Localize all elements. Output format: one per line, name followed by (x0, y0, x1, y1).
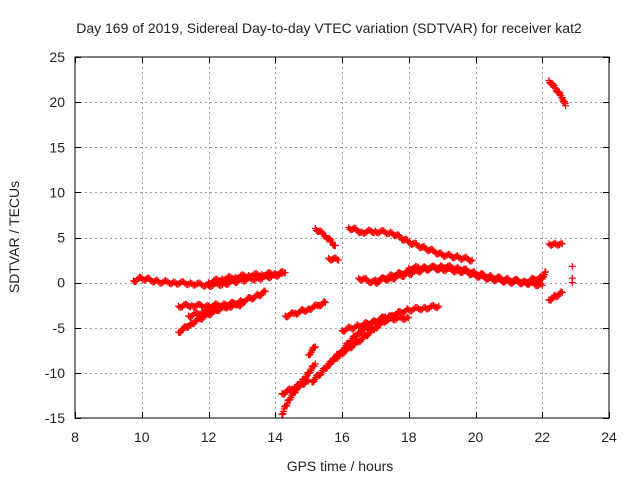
data-point (562, 102, 570, 110)
y-tick-label: 15 (49, 139, 65, 155)
data-point (237, 302, 245, 310)
data-point (177, 328, 185, 336)
data-point (433, 304, 441, 312)
data-point (260, 287, 268, 295)
data-point (549, 80, 557, 88)
data-point (557, 239, 565, 247)
data-point (320, 297, 328, 305)
series-track-11 (325, 302, 443, 368)
data-point (304, 376, 312, 384)
x-axis-label: GPS time / hours (287, 458, 394, 474)
data-point (321, 298, 329, 306)
data-point (310, 344, 318, 352)
data-point (334, 354, 342, 362)
data-point (558, 289, 566, 297)
y-tick-label: 20 (49, 94, 65, 110)
series-track-7 (278, 360, 319, 418)
series-track-15 (345, 224, 476, 265)
y-tick-label: -10 (45, 365, 65, 381)
data-point (311, 360, 319, 368)
series-track-19 (545, 76, 570, 110)
x-tick-label: 8 (71, 429, 79, 445)
data-point (435, 302, 443, 310)
y-tick-label: 0 (57, 275, 65, 291)
series-track-13 (311, 224, 339, 250)
series-track-2 (205, 268, 289, 287)
data-point (261, 288, 269, 296)
series-track-5 (184, 300, 246, 321)
y-axis-label: SDTVAR / TECUs (6, 181, 22, 293)
series-track-18 (405, 262, 550, 287)
data-point (306, 350, 314, 358)
y-tick-label: -15 (45, 410, 65, 426)
data-point (568, 279, 576, 287)
x-tick-label: 24 (601, 429, 617, 445)
data-point (405, 314, 413, 322)
data-point (555, 88, 563, 96)
data-point (557, 288, 565, 296)
y-tick-label: 5 (57, 230, 65, 246)
data-point (538, 281, 546, 289)
chart-title: Day 169 of 2019, Sidereal Day-to-day VTE… (76, 20, 582, 36)
data-point (558, 240, 566, 248)
x-tick-label: 20 (468, 429, 484, 445)
data-point (327, 360, 335, 368)
data-point (340, 349, 348, 357)
series-track-9 (305, 343, 319, 359)
data-points (129, 76, 576, 418)
grid (75, 57, 609, 418)
data-point (348, 343, 356, 351)
axis-ticks: 8 10 12 14 16 18 20 22 24 -15 -10 -5 0 5 10 15 20 25 (45, 49, 617, 445)
y-tick-label: 25 (49, 49, 65, 65)
data-point (364, 331, 372, 339)
data-point (238, 300, 246, 308)
x-tick-label: 14 (267, 429, 283, 445)
x-tick-label: 18 (401, 429, 417, 445)
data-point (568, 262, 576, 270)
x-tick-label: 22 (534, 429, 550, 445)
data-point (335, 256, 343, 264)
data-point (542, 268, 550, 276)
series-track-21 (545, 288, 566, 304)
series-track-14 (325, 254, 343, 264)
x-tick-label: 12 (201, 429, 217, 445)
x-tick-label: 10 (134, 429, 150, 445)
data-point (467, 257, 475, 265)
series-track-12 (338, 313, 413, 335)
data-point (357, 337, 365, 345)
series-track-22 (568, 262, 576, 287)
y-tick-label: -5 (53, 320, 66, 336)
y-tick-label: 10 (49, 184, 65, 200)
data-point (403, 313, 411, 321)
series-track-20 (545, 239, 566, 249)
data-point (184, 323, 192, 331)
data-point (468, 256, 476, 264)
data-point (551, 84, 559, 92)
data-point (281, 269, 289, 277)
data-point (331, 242, 339, 250)
x-tick-label: 16 (334, 429, 350, 445)
series-track-6 (281, 297, 329, 321)
data-point (311, 343, 319, 351)
series-track-8 (278, 376, 313, 398)
